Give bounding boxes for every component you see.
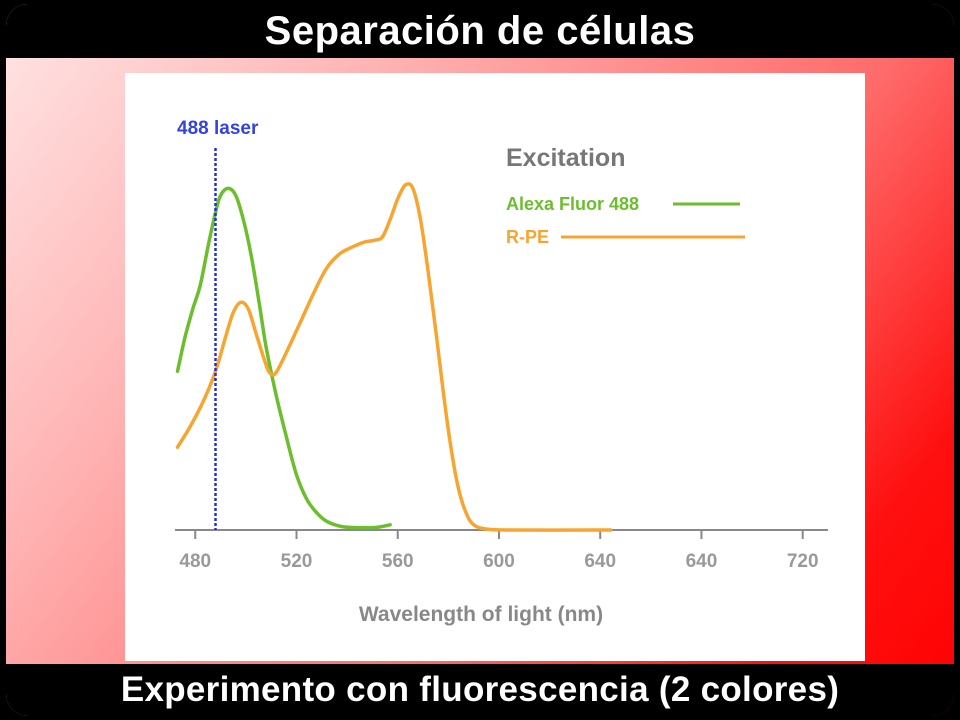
x-tick-label: 720	[787, 551, 819, 572]
x-tick-label: 480	[179, 551, 211, 572]
x-tick-label: 560	[382, 551, 414, 572]
legend: Excitation Alexa Fluor 488 R-PE	[506, 144, 745, 247]
x-tick-label: 520	[281, 551, 313, 572]
laser-marker-label: 488 laser	[177, 118, 259, 139]
x-tick-label: 640	[584, 551, 616, 572]
legend-label-r-pe: R-PE	[506, 227, 549, 247]
x-tick-label: 600	[483, 551, 515, 572]
footer-bar: Experimento con fluorescencia (2 colores…	[6, 664, 954, 716]
slide-footer: Experimento con fluorescencia (2 colores…	[120, 670, 840, 709]
chart-panel: 480 520 560 600 640 640 720 Wavelength of ligh…	[125, 73, 865, 661]
series-line-alexa-fluor-488	[175, 186, 392, 530]
series-layer	[175, 182, 613, 532]
slide-frame: Separación de células 480 520 560 600 640 640…	[6, 4, 954, 716]
series-line-r-pe	[175, 182, 613, 532]
title-bar: Separación de células	[6, 4, 954, 58]
spectrum-chart: 480 520 560 600 640 640 720 Wavelength of ligh…	[175, 118, 828, 626]
x-tick-label: 640	[686, 551, 718, 572]
x-axis-ticks: 480 520 560 600 640 640 720	[179, 530, 819, 572]
x-axis-label: Wavelength of light (nm)	[359, 603, 603, 626]
slide-title: Separación de células	[264, 8, 696, 53]
legend-label-alexa-fluor-488: Alexa Fluor 488	[506, 194, 639, 214]
legend-title: Excitation	[506, 144, 625, 172]
